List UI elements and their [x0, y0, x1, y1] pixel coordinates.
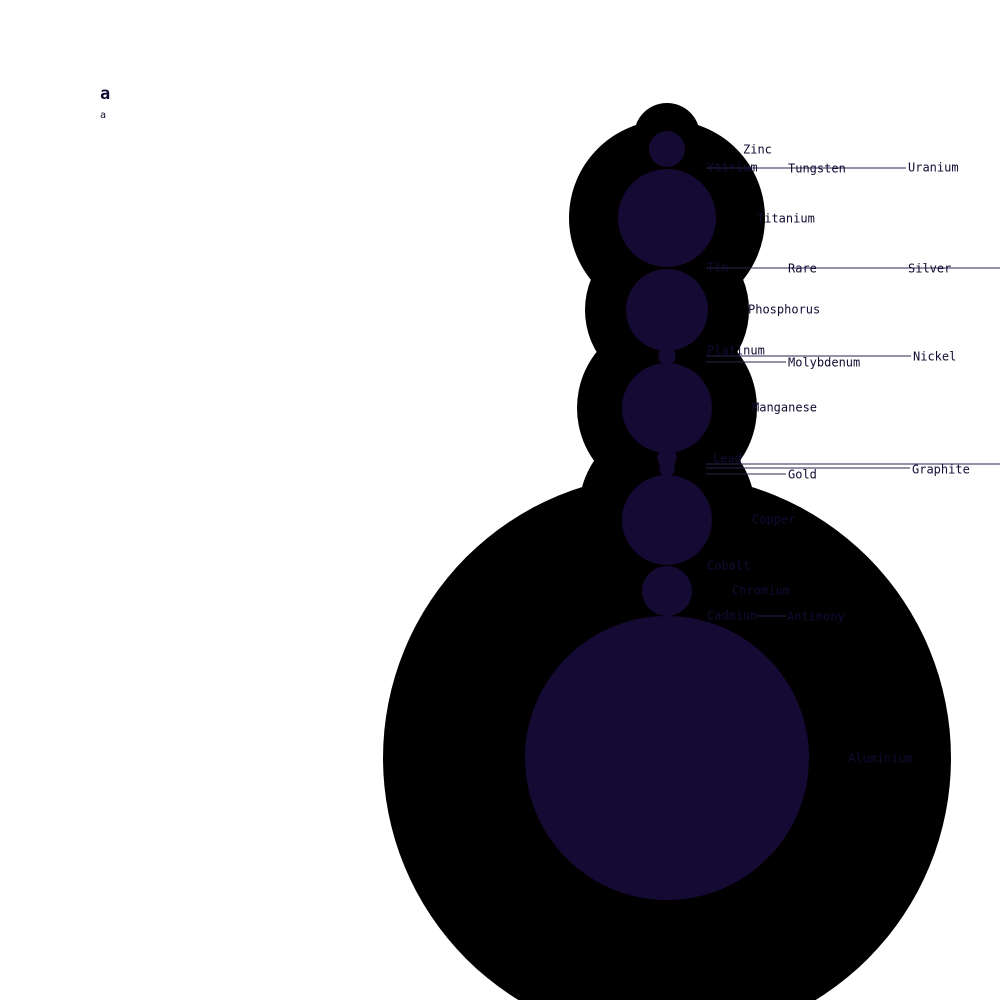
label-layer: Zinc Yttrium Uranium Tungsten Titanium Tin Sil… — [707, 143, 970, 766]
inner-bubble-titanium — [618, 169, 716, 267]
inner-bubble-copper — [622, 475, 712, 565]
label-chromium: Chromium — [732, 584, 790, 598]
label-antimony: Antimony — [787, 610, 845, 624]
label-tin: Tin — [707, 261, 729, 275]
label-phosphorus: Phosphorus — [748, 303, 820, 317]
chart-subtitle: a — [100, 110, 107, 121]
chart-title: a — [100, 84, 111, 104]
label-cadmium: Cadmium — [707, 609, 758, 623]
inner-bubble-manganese — [622, 363, 712, 453]
inner-bubble-molybdenum — [658, 347, 676, 365]
label-tungsten: Tungsten — [788, 162, 846, 176]
inner-bubble-zinc — [649, 131, 685, 167]
label-uranium: Uranium — [908, 161, 959, 175]
label-copper: Copper — [752, 513, 795, 527]
leader-line-layer — [706, 167, 1000, 617]
label-aluminium: Aluminium — [848, 752, 913, 766]
inner-bubble-chromium — [642, 566, 692, 616]
label-silver: Silver — [908, 262, 951, 276]
inner-bubble-aluminium — [525, 616, 809, 900]
inner-bubble-layer — [525, 131, 809, 900]
inner-bubble-phosphorus — [626, 269, 708, 351]
label-lead: Lead — [713, 452, 742, 466]
label-graphite: Graphite — [912, 463, 970, 477]
label-gold: Gold — [788, 468, 817, 482]
label-platinum: Platinum — [707, 344, 765, 358]
label-yttrium: Yttrium — [707, 161, 758, 175]
label-zinc: Zinc — [743, 143, 772, 157]
label-molybdenum: Molybdenum — [788, 356, 860, 370]
inner-bubble-gold — [659, 461, 675, 477]
inner-bubble-lead — [657, 448, 677, 468]
label-nickel: Nickel — [913, 350, 956, 364]
label-manganese: Manganese — [752, 401, 817, 415]
label-titanium: Titanium — [757, 212, 815, 226]
label-cobalt: Cobalt — [707, 559, 750, 573]
label-rare: Rare — [788, 262, 817, 276]
